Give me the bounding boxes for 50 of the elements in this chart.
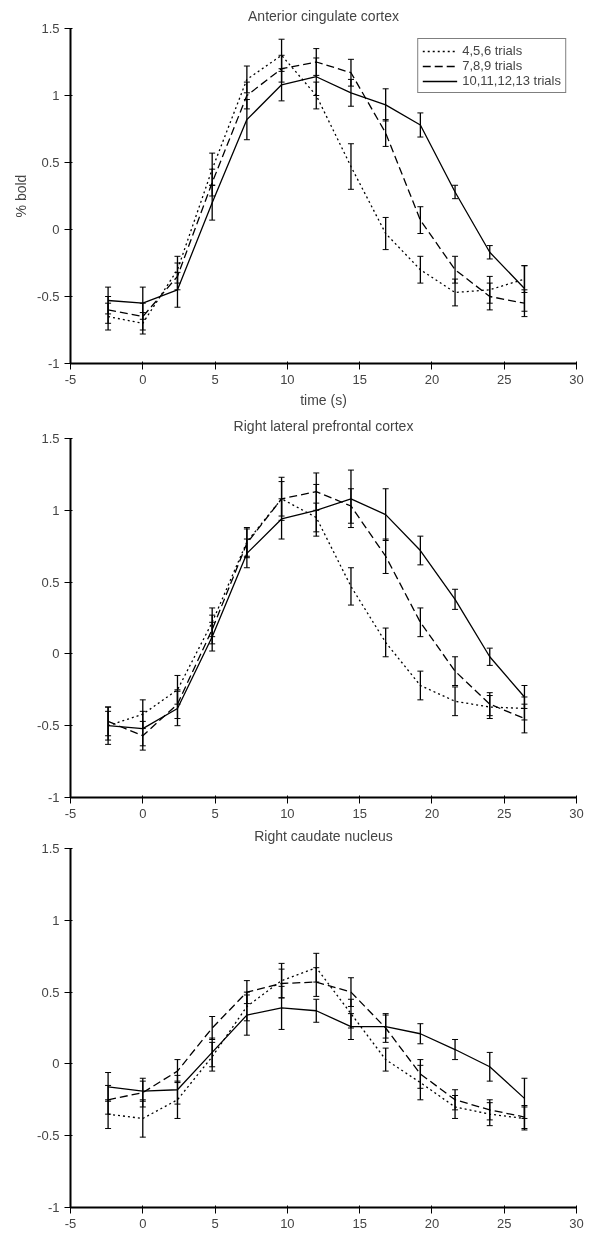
x-tick-label: 25 <box>496 1215 512 1231</box>
x-tick-label: -5 <box>64 1215 77 1231</box>
y-tick-label: -0.5 <box>37 718 60 734</box>
x-tick-label: 10 <box>280 805 295 821</box>
x-tick-label: 20 <box>424 1215 440 1231</box>
y-tick-label: 1.5 <box>41 21 60 36</box>
x-tick-label: 20 <box>424 805 440 821</box>
y-tick-label: -1 <box>47 1200 60 1215</box>
x-tick-label: 15 <box>352 371 367 387</box>
y-tick-label: -0.5 <box>37 289 60 304</box>
x-tick-label: -5 <box>64 371 77 387</box>
chart-title: Right caudate nucleus <box>254 827 393 844</box>
x-tick-label: 20 <box>424 371 440 387</box>
x-tick-label: 0 <box>139 371 147 387</box>
chart-title: Right lateral prefrontal cortex <box>233 417 414 434</box>
x-tick-label: 30 <box>569 805 584 821</box>
x-tick-label: 25 <box>496 371 512 387</box>
y-tick-label: -1 <box>47 356 60 371</box>
y-tick-label: 1 <box>52 502 60 518</box>
y-axis-title: % bold <box>13 174 30 218</box>
legend-label: 4,5,6 trials <box>462 43 523 58</box>
y-tick-label: 0 <box>52 222 60 237</box>
y-tick-label: -1 <box>47 790 60 805</box>
y-tick-label: 1.5 <box>41 841 60 856</box>
x-tick-label: 0 <box>139 1215 147 1231</box>
x-tick-label: 5 <box>211 371 219 387</box>
legend-label: 10,11,12,13 trials <box>462 73 561 88</box>
x-axis-title: time (s) <box>300 391 347 408</box>
y-tick-label: 0 <box>52 646 60 662</box>
y-tick-label: 1 <box>52 912 60 928</box>
y-tick-label: 0.5 <box>41 155 60 170</box>
y-tick-label: 0.5 <box>41 984 60 1000</box>
x-tick-label: -5 <box>64 805 77 821</box>
x-tick-label: 10 <box>280 371 295 387</box>
x-tick-label: 5 <box>211 805 219 821</box>
x-tick-label: 25 <box>496 805 512 821</box>
x-tick-label: 0 <box>139 805 147 821</box>
x-tick-label: 15 <box>352 1215 367 1231</box>
y-tick-label: 0.5 <box>41 574 60 590</box>
y-tick-label: 1.5 <box>41 431 60 446</box>
x-tick-label: 30 <box>569 1215 584 1231</box>
x-tick-label: 5 <box>211 1215 219 1231</box>
x-tick-label: 15 <box>352 805 367 821</box>
chart-title: Anterior cingulate cortex <box>248 7 399 24</box>
x-tick-label: 30 <box>569 371 584 387</box>
y-tick-label: -0.5 <box>37 1128 60 1144</box>
y-tick-label: 1 <box>52 88 60 103</box>
legend-label: 7,8,9 trials <box>462 58 523 73</box>
x-tick-label: 10 <box>280 1215 295 1231</box>
y-tick-label: 0 <box>52 1056 60 1072</box>
